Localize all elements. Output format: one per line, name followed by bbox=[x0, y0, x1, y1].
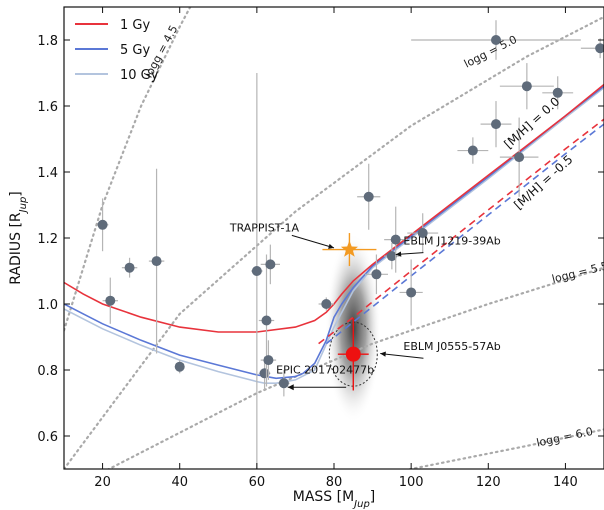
low-metallicity-line bbox=[325, 123, 604, 345]
iso-gravity-line bbox=[64, 7, 192, 332]
x-axis-title: MASS [MJup] bbox=[293, 489, 376, 510]
legend: 1 Gy 5 Gy 10 Gy bbox=[75, 18, 159, 83]
data-points bbox=[96, 20, 604, 469]
isochrone-curves bbox=[64, 83, 604, 385]
legend-label: 5 Gy bbox=[120, 43, 150, 58]
x-tick-label: 80 bbox=[326, 475, 343, 490]
y-axis-title: RADIUS [RJup] bbox=[8, 191, 29, 285]
x-tick-label: 20 bbox=[94, 475, 111, 490]
highlighted-objects bbox=[322, 233, 377, 391]
object-label: TRAPPIST-1A bbox=[229, 221, 300, 234]
annotation-arrowhead bbox=[287, 384, 294, 391]
object-label: EPIC 201702477b bbox=[276, 363, 374, 376]
y-tick-label: 1.8 bbox=[37, 34, 58, 49]
low-metallicity-line bbox=[318, 118, 604, 345]
annotation-arrowhead bbox=[380, 351, 386, 357]
highlighted-point bbox=[345, 346, 361, 362]
annotation-arrow-line bbox=[291, 234, 335, 249]
y-tick-label: 0.8 bbox=[37, 364, 58, 379]
data-point bbox=[491, 119, 501, 130]
object-label: EBLM J0555-57Ab bbox=[403, 340, 500, 353]
data-point bbox=[363, 191, 374, 202]
data-point bbox=[105, 295, 116, 306]
data-point bbox=[278, 378, 289, 389]
data-point bbox=[124, 262, 135, 273]
iso-gravity-lines bbox=[64, 7, 604, 469]
x-tick-label: 100 bbox=[399, 475, 424, 490]
x-tick-label: 60 bbox=[249, 475, 266, 490]
x-tick-label: 40 bbox=[171, 475, 188, 490]
data-point bbox=[467, 145, 478, 156]
data-point bbox=[265, 259, 276, 270]
data-point bbox=[371, 269, 382, 280]
data-point bbox=[251, 266, 262, 276]
iso-gravity-line bbox=[406, 428, 604, 469]
y-tick-label: 1.2 bbox=[37, 232, 58, 247]
data-point bbox=[491, 35, 501, 45]
x-tick-label: 120 bbox=[476, 475, 501, 490]
data-point bbox=[417, 228, 428, 239]
data-point bbox=[406, 287, 417, 298]
data-point bbox=[521, 81, 532, 92]
data-point bbox=[151, 256, 162, 267]
y-tick-label: 1.6 bbox=[37, 100, 58, 115]
data-point bbox=[261, 315, 272, 326]
annotation-arrowhead bbox=[328, 243, 334, 249]
data-point bbox=[390, 234, 401, 245]
data-point bbox=[552, 87, 563, 98]
iso-gravity-line bbox=[64, 15, 604, 469]
data-point bbox=[595, 43, 604, 54]
y-tick-label: 0.6 bbox=[37, 430, 58, 445]
annotation-arrow-line bbox=[380, 353, 424, 359]
legend-label: 1 Gy bbox=[120, 18, 150, 33]
data-point bbox=[514, 152, 525, 163]
y-tick-label: 1.0 bbox=[37, 298, 58, 313]
x-tick-label: 140 bbox=[553, 475, 578, 490]
annotation-arrowhead bbox=[395, 251, 402, 257]
data-point bbox=[321, 299, 332, 309]
isochrone-line bbox=[64, 85, 604, 380]
data-point bbox=[386, 251, 397, 262]
y-tick-label: 1.4 bbox=[37, 166, 58, 181]
legend-label: 10 Gy bbox=[120, 68, 159, 83]
isochrone-line bbox=[64, 83, 604, 333]
data-point bbox=[174, 361, 185, 372]
data-point bbox=[263, 355, 274, 366]
data-point bbox=[97, 219, 108, 230]
iso-gravity-line bbox=[106, 266, 604, 469]
object-label: EBLM J1219-39Ab bbox=[403, 235, 500, 248]
axis-ticks: 20 40 60 80 100 120 140 0.6 0.8 1.0 1.2 1.4 1.6 1.8 bbox=[37, 7, 604, 490]
star-marker bbox=[340, 240, 358, 257]
